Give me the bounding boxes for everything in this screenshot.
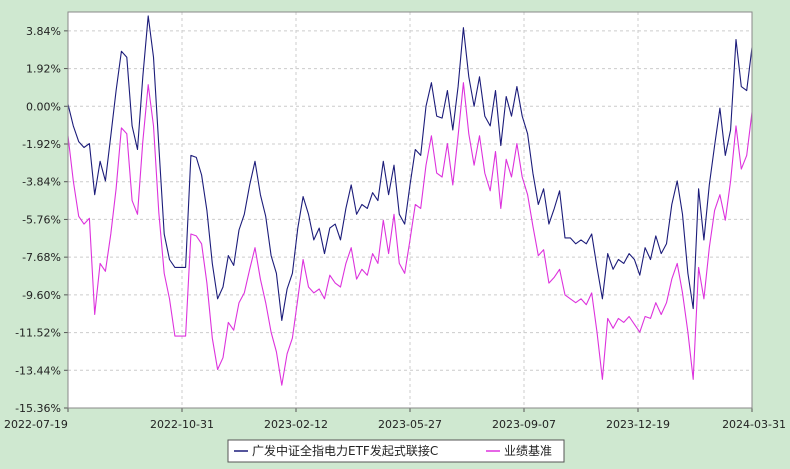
benchmark-series-line bbox=[67, 82, 753, 386]
legend-box bbox=[227, 439, 565, 463]
y-tick-label: -11.52% bbox=[15, 327, 61, 340]
y-tick-label: 0.00% bbox=[26, 100, 61, 113]
x-axis: 2022-07-19 2022-10-31 2023-02-12 2023-05-27… bbox=[4, 408, 786, 431]
y-tick-label: -9.60% bbox=[22, 289, 61, 302]
series-layer bbox=[67, 15, 753, 386]
y-tick-label: -5.76% bbox=[22, 213, 61, 226]
x-tick-label: 2023-02-12 bbox=[264, 418, 328, 431]
y-tick-label: -15.36% bbox=[15, 402, 61, 415]
fund-series-line bbox=[67, 15, 753, 321]
y-tick-label: -7.68% bbox=[22, 251, 61, 264]
y-tick-label: 1.92% bbox=[26, 63, 61, 76]
x-tick-label: 2023-09-07 bbox=[492, 418, 556, 431]
y-tick-label: 3.84% bbox=[26, 25, 61, 38]
x-tick-label: 2023-12-19 bbox=[606, 418, 670, 431]
y-tick-label: -1.92% bbox=[22, 138, 61, 151]
y-tick-label: -3.84% bbox=[22, 176, 61, 189]
legend-label-benchmark: 业绩基准 bbox=[504, 444, 552, 458]
y-axis: 3.84% 1.92% 0.00% -1.92% -3.84% -5.76% -7.68% -… bbox=[15, 25, 68, 415]
legend: 广发中证全指电力ETF发起式联接C 业绩基准 bbox=[227, 439, 565, 463]
x-tick-label: 2022-10-31 bbox=[150, 418, 214, 431]
x-tick-label: 2024-03-31 bbox=[722, 418, 786, 431]
y-tick-label: -13.44% bbox=[15, 364, 61, 377]
x-tick-label: 2023-05-27 bbox=[378, 418, 442, 431]
x-tick-label: 2022-07-19 bbox=[4, 418, 68, 431]
legend-label-fund: 广发中证全指电力ETF发起式联接C bbox=[252, 443, 438, 458]
plot-border bbox=[67, 11, 753, 409]
